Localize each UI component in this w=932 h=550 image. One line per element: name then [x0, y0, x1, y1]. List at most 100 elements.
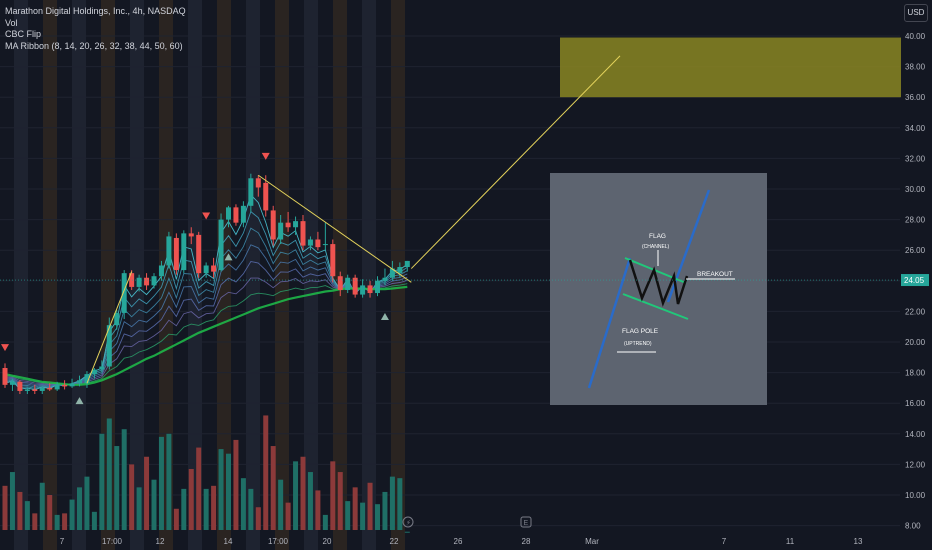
candle-body [404, 260, 410, 268]
target-zone [560, 37, 901, 98]
axis-event-markers[interactable]: ⚡ E [402, 516, 532, 528]
volume-bar [158, 436, 164, 530]
session-band [43, 0, 57, 550]
session-band [362, 0, 376, 550]
dividend-flash-icon[interactable] [402, 516, 414, 528]
candle-body [17, 381, 23, 391]
volume-bar [196, 447, 202, 530]
price-tick-label: 30.00 [905, 185, 926, 194]
volume-bar [24, 501, 30, 530]
session-band [217, 0, 231, 550]
volume-bar [233, 439, 239, 530]
volume-bar [129, 464, 135, 530]
candle-body [62, 384, 68, 387]
volume-indicator-label[interactable]: Vol [5, 17, 18, 28]
last-price-text: 24.05 [904, 276, 925, 285]
session-band [14, 0, 28, 550]
candle-body [144, 277, 150, 286]
symbol-title[interactable]: Marathon Digital Holdings, Inc., 4h, NAS… [5, 6, 186, 16]
inset-breakout-label: BREAKOUT [697, 271, 733, 278]
price-tick-label: 16.00 [905, 399, 926, 408]
volume-bar [270, 446, 276, 530]
pole-trendline [86, 271, 133, 384]
session-band [130, 0, 144, 550]
candle-body [47, 387, 53, 390]
candle-body [315, 239, 321, 248]
sell-signal-triangle [261, 152, 270, 160]
buy-signal-triangle [224, 253, 233, 261]
trendline-drawings[interactable] [86, 55, 621, 384]
volume-bar [62, 513, 68, 530]
time-tick-label: 17:00 [268, 537, 289, 546]
flag-pole-line [587, 257, 632, 389]
price-tick-label: 12.00 [905, 460, 926, 469]
candle-body [39, 387, 45, 391]
candle-body [382, 277, 388, 281]
session-band [275, 0, 289, 550]
ma-ribbon-indicator-label[interactable]: MA Ribbon (8, 14, 20, 26, 32, 38, 44, 50… [5, 40, 183, 51]
candle-body [360, 285, 366, 295]
time-tick-label: 22 [390, 537, 399, 546]
volume-bar [330, 461, 336, 530]
candle-body [211, 265, 217, 272]
price-tick-label: 18.00 [905, 369, 926, 378]
candle-body [248, 178, 254, 206]
time-tick-label: 7 [722, 537, 727, 546]
session-band [304, 0, 318, 550]
volume-bar [203, 488, 209, 530]
volume-bar [360, 502, 366, 530]
session-band [101, 0, 115, 550]
projection-trendline [410, 55, 621, 269]
time-axis[interactable]: 7 17:00 12 14 17:00 20 22 26 28 Mar 7 11 13 [60, 537, 863, 546]
volume-bar [285, 502, 291, 530]
price-tick-label: 34.00 [905, 124, 926, 133]
candle-body [188, 233, 194, 237]
candle-body [367, 285, 373, 294]
volume-bar [91, 511, 97, 530]
channel-upper-line [624, 257, 687, 284]
volume-bar [114, 446, 120, 530]
price-tick-label: 28.00 [905, 216, 926, 225]
currency-button[interactable]: USD [904, 4, 928, 22]
candle-body [173, 237, 179, 271]
candle-body [397, 267, 403, 274]
volume-bar [293, 461, 299, 530]
flash-glyph: ⚡ [406, 519, 411, 527]
inset-uptrend-label: (UPTREND) [624, 341, 652, 347]
price-tick-label: 32.00 [905, 154, 926, 163]
volume-bar [151, 479, 157, 530]
inset-flag-label: FLAG [649, 233, 666, 240]
target-zone-layer[interactable] [560, 37, 901, 98]
volume-bar [240, 478, 246, 530]
candle-body [389, 268, 395, 278]
buy-signal-triangle [380, 312, 389, 320]
candle-body [203, 265, 209, 274]
price-tick-label: 14.00 [905, 430, 926, 439]
candle-body [196, 234, 202, 274]
last-price-marker: 24.05 [0, 274, 929, 287]
candle-body [345, 277, 351, 290]
volume-bar [315, 490, 321, 530]
volume-bar [352, 487, 358, 530]
earnings-e-glyph: E [524, 520, 529, 527]
volume-bar [375, 504, 380, 530]
inset-channel-label: (CHANNEL) [642, 244, 670, 250]
candle-body [307, 239, 313, 246]
last-price-box [901, 274, 929, 287]
volume-bar [136, 487, 142, 530]
volume-bar [47, 495, 53, 530]
candle-body [136, 277, 142, 287]
candle-body [337, 276, 343, 290]
candle-body [69, 383, 75, 387]
candle-body [233, 207, 239, 223]
volume-bar [188, 468, 194, 530]
volume-bar [32, 513, 38, 530]
earnings-e-icon[interactable] [520, 516, 532, 528]
candle-body [106, 325, 112, 367]
cbc-flip-indicator-label[interactable]: CBC Flip [5, 29, 42, 39]
volume-bar [255, 507, 261, 530]
volume-bar [345, 501, 351, 530]
candle-body [300, 221, 306, 246]
candle-body [263, 182, 269, 211]
